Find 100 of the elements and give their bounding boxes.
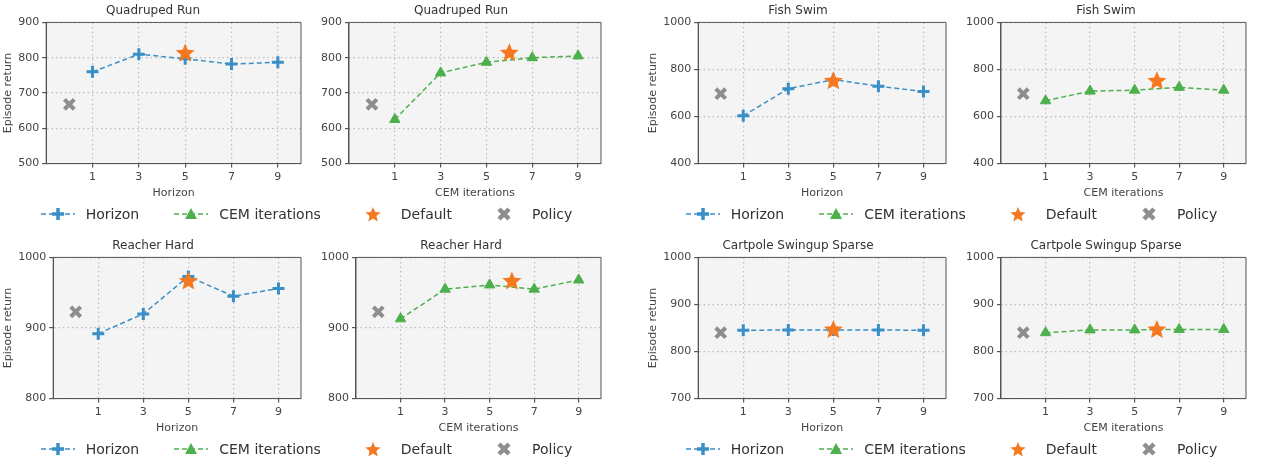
x-tick-label: 9 [919, 405, 927, 419]
chart-title: Quadruped Run [105, 3, 201, 18]
y-tick-label: 800 [670, 62, 692, 76]
x-tick-label: 9 [1220, 170, 1228, 184]
x-tick-label: 9 [274, 405, 282, 419]
y-tick-label: 1000 [965, 15, 994, 29]
x-tick-label: 5 [184, 405, 192, 419]
x-tick-label: 3 [437, 170, 445, 184]
y-tick-label: 600 [18, 121, 40, 135]
x-tick-label: 7 [229, 405, 237, 419]
y-tick-label: 800 [25, 391, 47, 405]
x-axis-title: Horizon [801, 186, 844, 200]
chart-title: Reacher Hard [112, 238, 194, 253]
x-tick-label: 5 [1131, 405, 1139, 419]
y-tick-label: 800 [972, 62, 994, 76]
x-tick-label: 1 [94, 405, 102, 419]
y-tick-label: 900 [18, 15, 40, 29]
legend-label: Default [400, 206, 452, 222]
x-axis-title: CEM iterations [438, 421, 519, 435]
chart-title: Cartpole Swingup Sparse [722, 238, 874, 253]
x-tick-label: 7 [874, 405, 882, 419]
legend-label: Horizon [85, 206, 140, 222]
y-tick-label: 900 [25, 320, 47, 334]
x-tick-label: 5 [181, 170, 189, 184]
y-tick-label: 900 [670, 297, 692, 311]
legend-label: Policy [1177, 206, 1218, 222]
x-tick-label: 1 [89, 170, 97, 184]
legend-label: Default [1045, 441, 1097, 457]
x-tick-label: 3 [784, 405, 792, 419]
x-axis-title: CEM iterations [1083, 186, 1164, 200]
y-tick-label: 700 [321, 85, 342, 99]
x-tick-label: 1 [391, 170, 399, 184]
y-tick-label: 600 [321, 121, 342, 135]
legend-label: Horizon [730, 441, 785, 457]
legend-label: CEM iterations [219, 206, 321, 222]
y-axis-title: Episode return [1, 287, 15, 369]
y-tick-label: 700 [972, 391, 994, 405]
legend-label: Horizon [730, 206, 785, 222]
y-axis-title: Episode return [646, 287, 660, 369]
x-axis-title: Horizon [156, 421, 199, 435]
y-tick-label: 800 [972, 344, 994, 358]
legend-label: Default [1045, 206, 1097, 222]
y-tick-label: 700 [18, 85, 40, 99]
y-tick-label: 800 [670, 344, 692, 358]
y-tick-label: 800 [327, 391, 349, 405]
y-tick-label: 400 [670, 156, 692, 170]
x-tick-label: 9 [919, 170, 927, 184]
x-tick-label: 9 [574, 170, 582, 184]
x-tick-label: 7 [528, 170, 536, 184]
x-tick-label: 7 [874, 170, 882, 184]
legend-label: Default [400, 441, 452, 457]
chart-title: Fish Swim [768, 3, 828, 18]
y-tick-label: 900 [972, 297, 994, 311]
x-tick-label: 5 [829, 170, 837, 184]
x-axis-title: CEM iterations [435, 186, 516, 200]
x-tick-label: 3 [1086, 170, 1094, 184]
x-tick-label: 1 [739, 405, 747, 419]
x-tick-label: 5 [486, 405, 494, 419]
x-tick-label: 5 [1131, 170, 1139, 184]
x-tick-label: 1 [1042, 170, 1050, 184]
x-tick-label: 5 [829, 405, 837, 419]
x-tick-label: 3 [1086, 405, 1094, 419]
x-axis-title: Horizon [801, 421, 844, 435]
y-tick-label: 700 [670, 391, 692, 405]
y-tick-label: 500 [18, 156, 40, 170]
legend-label: Policy [1177, 441, 1218, 457]
y-tick-label: 800 [18, 50, 40, 64]
legend-label: CEM iterations [219, 441, 321, 457]
chart-title: Reacher Hard [420, 238, 502, 253]
chart-title: Cartpole Swingup Sparse [1030, 238, 1182, 253]
x-tick-label: 9 [274, 170, 282, 184]
chart-title: Quadruped Run [413, 3, 509, 18]
x-tick-label: 1 [739, 170, 747, 184]
y-tick-label: 1000 [663, 15, 692, 29]
legend-label: Policy [532, 441, 573, 457]
x-tick-label: 5 [482, 170, 490, 184]
y-tick-label: 400 [972, 156, 994, 170]
x-tick-label: 1 [397, 405, 405, 419]
x-tick-label: 3 [135, 170, 143, 184]
x-tick-label: 3 [139, 405, 147, 419]
x-tick-label: 3 [441, 405, 449, 419]
y-tick-label: 900 [327, 320, 349, 334]
x-axis-title: CEM iterations [1083, 421, 1164, 435]
y-tick-label: 900 [321, 15, 342, 29]
y-tick-label: 600 [972, 109, 994, 123]
y-tick-label: 800 [321, 50, 342, 64]
x-tick-label: 7 [530, 405, 538, 419]
x-tick-label: 9 [1220, 405, 1228, 419]
x-tick-label: 9 [575, 405, 583, 419]
y-tick-label: 1000 [320, 250, 349, 264]
x-tick-label: 1 [1042, 405, 1050, 419]
legend-label: Horizon [85, 441, 140, 457]
chart-title: Fish Swim [1076, 3, 1136, 18]
x-tick-label: 7 [1175, 170, 1183, 184]
x-tick-label: 7 [1175, 405, 1183, 419]
x-tick-label: 3 [784, 170, 792, 184]
x-tick-label: 7 [228, 170, 236, 184]
legend-label: CEM iterations [864, 206, 966, 222]
legend-label: CEM iterations [864, 441, 966, 457]
y-tick-label: 1000 [663, 250, 692, 264]
